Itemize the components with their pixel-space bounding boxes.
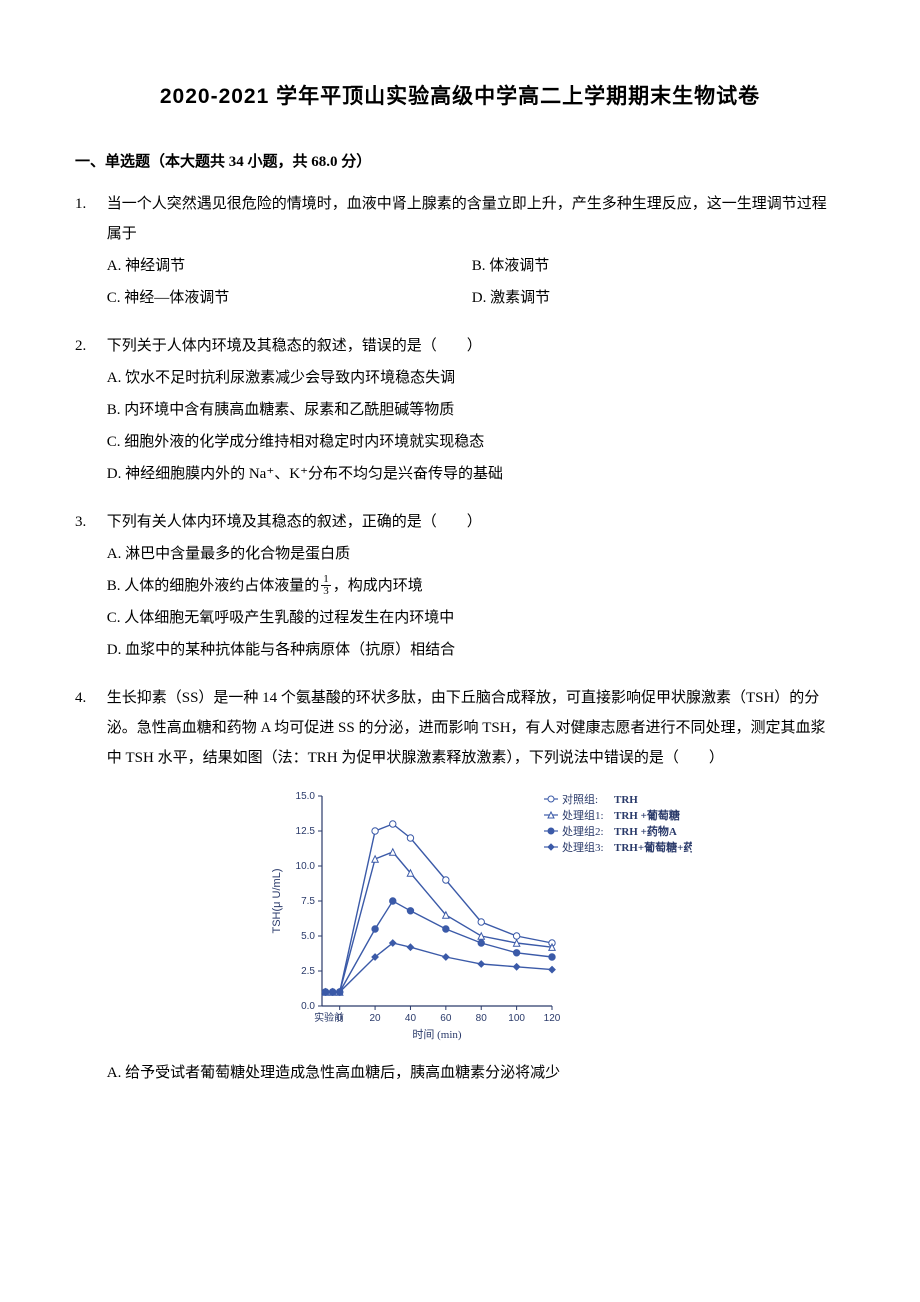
q4-number: 4. [75, 683, 103, 713]
question-1: 1. 当一个人突然遇见很危险的情境时，血液中肾上腺素的含量立即上升，产生多种生理… [75, 189, 845, 315]
q3-number: 3. [75, 507, 103, 537]
svg-text:TRH +葡萄糖: TRH +葡萄糖 [614, 808, 680, 822]
question-4: 4. 生长抑素（SS）是一种 14 个氨基酸的环状多肽，由下丘脑合成释放，可直接… [75, 683, 845, 1090]
section-count: 34 [229, 154, 244, 170]
q2-stem: 下列关于人体内环境及其稳态的叙述，错误的是（ ） [107, 331, 837, 361]
q4-body: 生长抑素（SS）是一种 14 个氨基酸的环状多肽，由下丘脑合成释放，可直接影响促… [107, 683, 837, 1090]
svg-text:40: 40 [405, 1013, 417, 1024]
q1-option-d: D. 激素调节 [472, 283, 837, 313]
svg-text:2.5: 2.5 [301, 966, 315, 977]
q4-option-a: A. 给予受试者葡萄糖处理造成急性高血糖后，胰高血糖素分泌将减少 [107, 1058, 837, 1088]
svg-text:7.5: 7.5 [301, 896, 315, 907]
q3-option-b: B. 人体的细胞外液约占体液量的13，构成内环境 [107, 571, 837, 601]
svg-text:20: 20 [369, 1013, 381, 1024]
q4-chart-wrap: 0.02.55.07.510.012.515.0020406080100120实… [107, 781, 837, 1052]
svg-text:处理组3:: 处理组3: [562, 840, 604, 854]
svg-text:15.0: 15.0 [295, 791, 315, 802]
q2-number: 2. [75, 331, 103, 361]
q2-option-d: D. 神经细胞膜内外的 Na⁺、K⁺分布不均匀是兴奋传导的基础 [107, 459, 837, 489]
svg-text:对照组:: 对照组: [562, 792, 598, 806]
svg-text:实验前: 实验前 [314, 1011, 344, 1024]
svg-text:处理组1:: 处理组1: [562, 808, 604, 822]
question-2: 2. 下列关于人体内环境及其稳态的叙述，错误的是（ ） A. 饮水不足时抗利尿激… [75, 331, 845, 491]
svg-text:120: 120 [543, 1013, 560, 1024]
svg-text:时间 (min): 时间 (min) [412, 1028, 462, 1041]
svg-text:5.0: 5.0 [301, 931, 315, 942]
svg-text:12.5: 12.5 [295, 826, 315, 837]
q3-option-a: A. 淋巴中含量最多的化合物是蛋白质 [107, 539, 837, 569]
svg-text:60: 60 [440, 1013, 452, 1024]
page-title: 2020-2021 学年平顶山实验高级中学高二上学期期末生物试卷 [75, 80, 845, 110]
q3-b-fraction: 13 [321, 574, 331, 597]
q1-stem: 当一个人突然遇见很危险的情境时，血液中肾上腺素的含量立即上升，产生多种生理反应，… [107, 189, 837, 249]
q1-body: 当一个人突然遇见很危险的情境时，血液中肾上腺素的含量立即上升，产生多种生理反应，… [107, 189, 837, 315]
q2-option-c: C. 细胞外液的化学成分维持相对稳定时内环境就实现稳态 [107, 427, 837, 457]
q3-b-frac-den: 3 [321, 586, 331, 597]
q1-number: 1. [75, 189, 103, 219]
svg-text:TRH: TRH [614, 794, 638, 806]
section-prefix: 一、单选题（本大题共 [75, 154, 229, 170]
q3-b-pre: B. 人体的细胞外液约占体液量的 [107, 578, 320, 594]
q4-stem: 生长抑素（SS）是一种 14 个氨基酸的环状多肽，由下丘脑合成释放，可直接影响促… [107, 683, 837, 773]
svg-text:100: 100 [508, 1013, 525, 1024]
svg-text:10.0: 10.0 [295, 861, 315, 872]
section-suffix: 分） [338, 154, 372, 170]
svg-text:TSH(μ U/mL): TSH(μ U/mL) [271, 868, 283, 933]
q1-option-a: A. 神经调节 [107, 251, 472, 281]
q1-option-c: C. 神经—体液调节 [107, 283, 472, 313]
q2-option-a: A. 饮水不足时抗利尿激素减少会导致内环境稳态失调 [107, 363, 837, 393]
svg-text:0.0: 0.0 [301, 1001, 315, 1012]
svg-text:TRH+葡萄糖+药物A: TRH+葡萄糖+药物A [614, 840, 692, 854]
svg-text:处理组2:: 处理组2: [562, 824, 604, 838]
q4-chart: 0.02.55.07.510.012.515.0020406080100120实… [252, 781, 692, 1041]
q2-body: 下列关于人体内环境及其稳态的叙述，错误的是（ ） A. 饮水不足时抗利尿激素减少… [107, 331, 837, 491]
section-header: 一、单选题（本大题共 34 小题，共 68.0 分） [75, 150, 845, 171]
q3-option-c: C. 人体细胞无氧呼吸产生乳酸的过程发生在内环境中 [107, 603, 837, 633]
section-points: 68.0 [311, 154, 337, 170]
section-mid: 小题，共 [244, 154, 312, 170]
q3-option-d: D. 血浆中的某种抗体能与各种病原体（抗原）相结合 [107, 635, 837, 665]
svg-text:80: 80 [475, 1013, 487, 1024]
q3-b-post: ，构成内环境 [333, 578, 423, 594]
q2-option-b: B. 内环境中含有胰高血糖素、尿素和乙酰胆碱等物质 [107, 395, 837, 425]
q1-option-b: B. 体液调节 [472, 251, 837, 281]
svg-text:TRH +药物A: TRH +药物A [614, 824, 677, 838]
question-3: 3. 下列有关人体内环境及其稳态的叙述，正确的是（ ） A. 淋巴中含量最多的化… [75, 507, 845, 667]
q3-body: 下列有关人体内环境及其稳态的叙述，正确的是（ ） A. 淋巴中含量最多的化合物是… [107, 507, 837, 667]
q3-stem: 下列有关人体内环境及其稳态的叙述，正确的是（ ） [107, 507, 837, 537]
